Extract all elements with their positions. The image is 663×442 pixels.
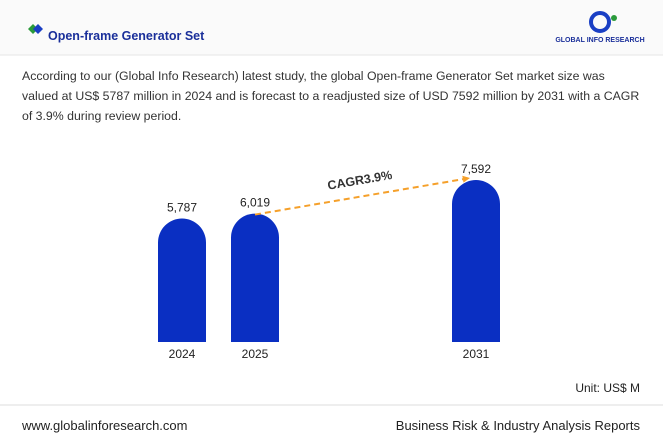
title-icon [33,24,43,34]
cagr-label: CAGR3.9% [326,168,393,193]
bar [452,180,500,342]
title: Open-frame Generator Set [48,29,205,43]
cagr-arrowhead [462,175,470,183]
logo-mark [589,11,611,33]
footer-left: www.globalinforesearch.com [21,418,187,433]
footer-right: Business Risk & Industry Analysis Report… [396,418,641,433]
unit-label: Unit: US$ M [575,381,640,395]
description: According to our (Global Info Research) … [22,69,640,123]
cagr-arrow [254,177,471,216]
value-label: 5,787 [167,201,197,215]
value-label: 6,019 [240,196,270,210]
x-tick-label: 2024 [169,347,196,361]
header-bg [0,0,663,55]
bar [231,213,279,342]
bar [158,218,206,342]
x-tick-label: 2025 [242,347,269,361]
logo-mark [611,15,617,21]
logo-text: GLOBAL INFO RESEARCH [555,37,644,44]
x-tick-label: 2031 [463,347,490,361]
value-label: 7,592 [461,162,491,176]
